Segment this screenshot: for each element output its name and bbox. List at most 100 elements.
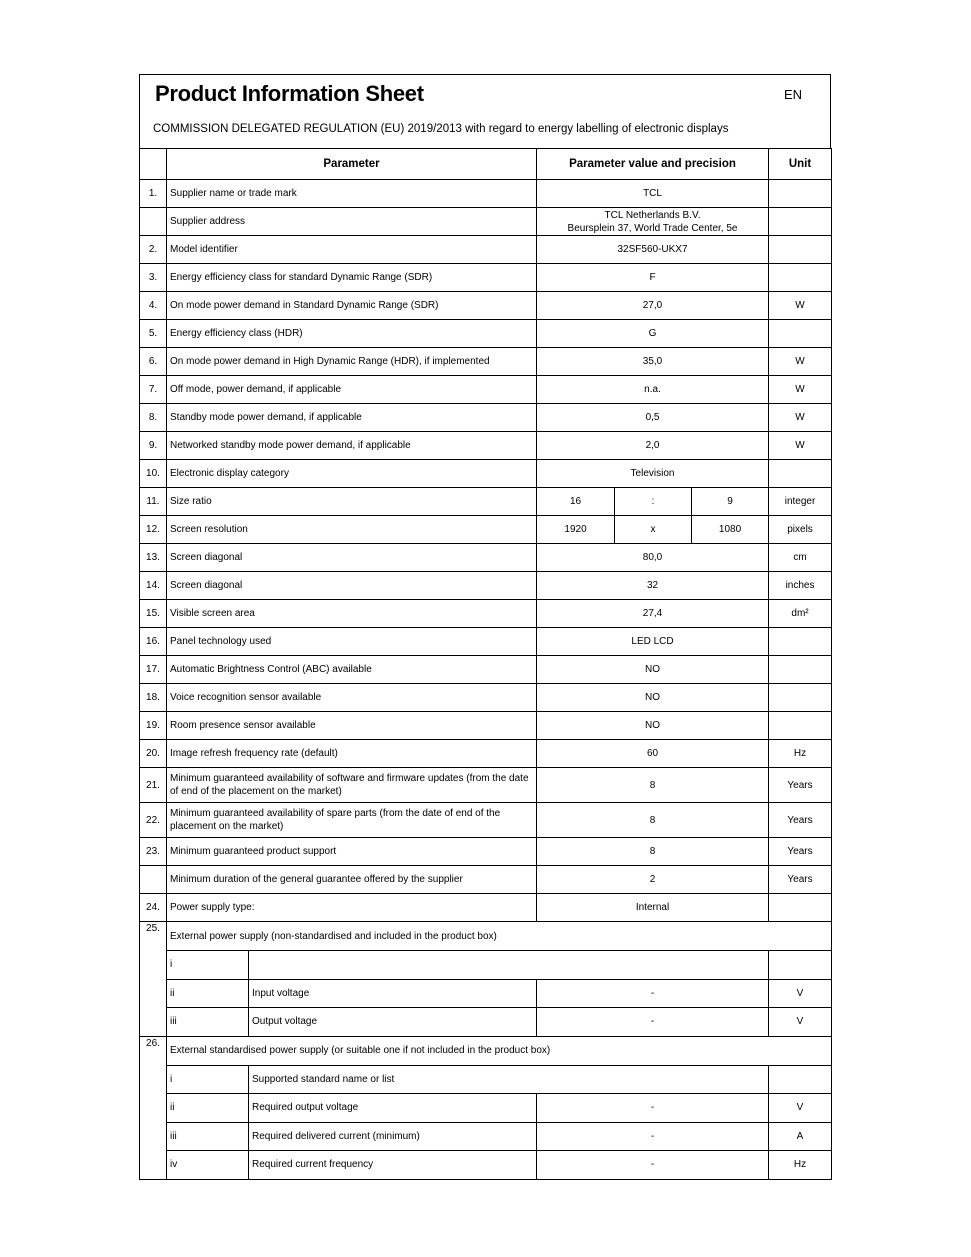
parameter-label: Image refresh frequency rate (default) xyxy=(165,739,538,768)
unit xyxy=(768,655,833,684)
row-number: 17. xyxy=(139,655,167,684)
table-row: 15. Visible screen area 27,4 dm² xyxy=(139,599,833,628)
row-number: 13. xyxy=(139,543,167,572)
parameter-value: - xyxy=(536,1093,770,1123)
unit: integer xyxy=(768,487,833,516)
parameter-value: - xyxy=(536,1150,770,1180)
unit-column-header: Unit xyxy=(768,148,833,180)
row-number xyxy=(139,207,167,236)
unit: Years xyxy=(768,837,833,866)
table-row: Supplier address TCL Netherlands B.V. Beur… xyxy=(139,207,833,236)
parameter-label: Screen diagonal xyxy=(165,543,538,572)
parameter-label: Required delivered current (minimum) xyxy=(247,1121,538,1151)
parameter-value: TCL xyxy=(536,179,770,208)
unit: Hz xyxy=(768,1150,833,1180)
parameter-label: Model identifier xyxy=(165,235,538,264)
parameter-label: Electronic display category xyxy=(165,459,538,488)
unit: W xyxy=(768,347,833,376)
row-number: 19. xyxy=(139,711,167,740)
parameter-value: - xyxy=(536,1007,770,1037)
parameter-label: On mode power demand in Standard Dynamic… xyxy=(165,291,538,320)
parameter-label: Energy efficiency class (HDR) xyxy=(165,319,538,348)
product-information-sheet: Product Information Sheet EN COMMISSION … xyxy=(139,74,833,1180)
parameter-value: 80,0 xyxy=(536,543,770,572)
row-number: 21. xyxy=(139,767,167,803)
unit: W xyxy=(768,291,833,320)
row-number: 4. xyxy=(139,291,167,320)
table-row: 18. Voice recognition sensor available NO xyxy=(139,683,833,712)
parameter-value: 35,0 xyxy=(536,347,770,376)
parameter-label: Networked standby mode power demand, if … xyxy=(165,431,538,460)
row-number: 16. xyxy=(139,627,167,656)
unit xyxy=(768,1064,833,1094)
value-part: : xyxy=(614,487,693,516)
unit: Years xyxy=(768,802,833,838)
parameter-value: 8 xyxy=(536,837,770,866)
table-header-row: Parameter Parameter value and precision … xyxy=(139,148,833,180)
table-row: 10. Electronic display category Television xyxy=(139,459,833,488)
parameter-value: - xyxy=(536,978,770,1008)
parameter-value: - xyxy=(536,1121,770,1151)
table-row: 21. Minimum guaranteed availability of so… xyxy=(139,767,833,803)
table-row: 8. Standby mode power demand, if applicab… xyxy=(139,403,833,432)
table-row: 13. Screen diagonal 80,0 cm xyxy=(139,543,833,572)
row-number: 15. xyxy=(139,599,167,628)
table-row: 26. External standardised power supply (o… xyxy=(139,1035,833,1180)
table-row: ii Input voltage - V xyxy=(140,978,833,1008)
unit: cm xyxy=(768,543,833,572)
row-number: 11. xyxy=(139,487,167,516)
parameter-value: F xyxy=(536,263,770,292)
row-number: 6. xyxy=(139,347,167,376)
parameter-label: Power supply type: xyxy=(165,893,538,922)
parameter-label: Supplier address xyxy=(165,207,538,236)
parameter-label: Screen resolution xyxy=(165,515,538,544)
unit xyxy=(768,235,833,264)
row-number: 9. xyxy=(139,431,167,460)
parameter-label xyxy=(247,950,770,980)
parameter-value: 0,5 xyxy=(536,403,770,432)
parameter-value: NO xyxy=(536,683,770,712)
sub-index: i xyxy=(166,1064,249,1094)
table-row: iii Output voltage - V xyxy=(140,1007,833,1037)
parameter-value: Television xyxy=(536,459,770,488)
row-number: 2. xyxy=(139,235,167,264)
unit: Years xyxy=(768,865,833,894)
table-row: 5. Energy efficiency class (HDR) G xyxy=(139,319,833,348)
parameter-label: Minimum guaranteed availability of spare… xyxy=(165,802,538,838)
parameter-value: NO xyxy=(536,711,770,740)
table-row: 17. Automatic Brightness Control (ABC) av… xyxy=(139,655,833,684)
sub-index: ii xyxy=(166,1093,249,1123)
parameter-table: Parameter Parameter value and precision … xyxy=(139,148,833,1180)
unit: W xyxy=(768,403,833,432)
unit xyxy=(768,683,833,712)
parameter-label: Size ratio xyxy=(165,487,538,516)
table-row: 4. On mode power demand in Standard Dynam… xyxy=(139,291,833,320)
table-row: iv Required current frequency - Hz xyxy=(140,1150,833,1180)
parameter-label: Output voltage xyxy=(247,1007,538,1037)
table-row: 16. Panel technology used LED LCD xyxy=(139,627,833,656)
section-number: 26. xyxy=(139,1035,167,1180)
parameter-value: 2 xyxy=(536,865,770,894)
table-row: 20. Image refresh frequency rate (default… xyxy=(139,739,833,768)
parameter-value: 27,4 xyxy=(536,599,770,628)
row-number: 8. xyxy=(139,403,167,432)
parameter-label: Minimum guaranteed product support xyxy=(165,837,538,866)
table-row: 9. Networked standby mode power demand, i… xyxy=(139,431,833,460)
sub-index: i xyxy=(166,950,249,980)
table-row: 1. Supplier name or trade mark TCL xyxy=(139,179,833,208)
parameter-value: 60 xyxy=(536,739,770,768)
parameter-label: Required output voltage xyxy=(247,1093,538,1123)
sub-index: iii xyxy=(166,1121,249,1151)
regulation-subtitle: COMMISSION DELEGATED REGULATION (EU) 201… xyxy=(153,123,729,135)
value-part: 1080 xyxy=(691,515,770,544)
table-row: iii Required delivered current (minimum) -… xyxy=(140,1121,833,1151)
language-code: EN xyxy=(783,87,802,102)
section-number: 25. xyxy=(139,921,167,1037)
parameter-value: 32 xyxy=(536,571,770,600)
unit: W xyxy=(768,431,833,460)
parameter-label: Panel technology used xyxy=(165,627,538,656)
address-line: TCL Netherlands B.V. xyxy=(604,209,701,221)
page-title: Product Information Sheet xyxy=(155,81,424,106)
table-row: 25. External power supply (non-standardis… xyxy=(139,921,833,1037)
parameter-value: 8 xyxy=(536,767,770,803)
